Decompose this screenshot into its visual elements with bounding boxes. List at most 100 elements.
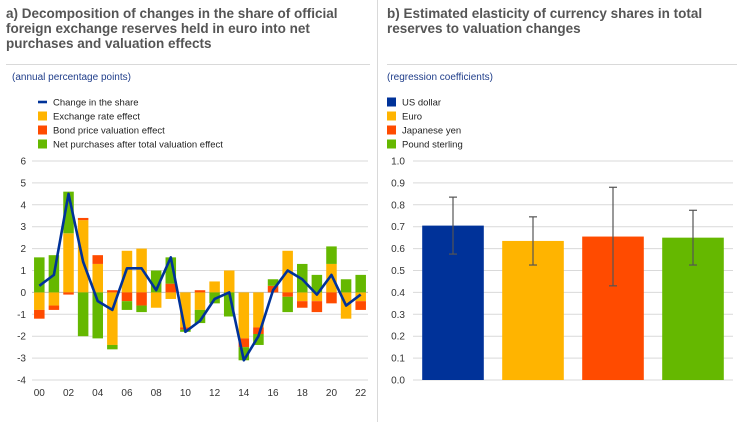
chart-a-title: a) Decomposition of changes in the share…: [6, 6, 338, 51]
bar-segment: [311, 292, 323, 302]
y-tick-label: 0.7: [391, 222, 405, 233]
bar-segment: [253, 334, 264, 345]
bar-segment: [326, 263, 337, 293]
y-tick-label: 1: [20, 266, 26, 277]
bar-segment: [297, 301, 308, 308]
y-tick-label: 0: [20, 288, 26, 299]
bar-segment: [136, 305, 147, 313]
chart-b-title: b) Estimated elasticity of currency shar…: [387, 6, 703, 36]
legend-swatch: [387, 125, 396, 135]
bar-segment: [253, 292, 264, 328]
bar-segment: [77, 217, 89, 221]
x-tick-label: 04: [92, 388, 104, 399]
chart-b-title-rule: [387, 64, 737, 65]
bar-segment: [107, 292, 118, 345]
bar-segment: [253, 327, 264, 335]
bar-segment: [165, 283, 177, 293]
legend-label: Change in the share: [53, 98, 139, 109]
bar-segment: [194, 292, 206, 310]
bar-segment: [355, 292, 366, 302]
bar-segment: [92, 255, 103, 264]
bar-segment: [326, 246, 337, 264]
bar-segment: [180, 292, 191, 328]
legend-label: Net purchases after total valuation effe…: [53, 140, 223, 151]
bar-segment: [311, 274, 323, 293]
y-tick-label: 0.5: [391, 266, 405, 277]
bar-segment: [48, 305, 60, 310]
bar-segment: [48, 292, 60, 306]
y-tick-label: -1: [17, 310, 26, 321]
bar-segment: [355, 301, 366, 310]
y-tick-label: 3: [20, 222, 26, 233]
x-tick-label: 22: [355, 388, 367, 399]
legend-swatch: [387, 111, 396, 121]
chart-b: 0.0 0.1 0.2 0.3 0.4 0.5 0.6 0.7 0.8 0.9 1.0 US doll…: [387, 97, 733, 387]
bar-segment: [121, 301, 133, 310]
bar-segment: [267, 279, 279, 286]
legend-label: Pound sterling: [402, 140, 463, 151]
y-tick-label: 0.2: [391, 332, 405, 343]
x-tick-label: 12: [209, 388, 221, 399]
legend-swatch: [38, 111, 47, 121]
panel-divider: [377, 0, 378, 422]
bar-segment: [150, 292, 162, 308]
x-tick-label: 16: [267, 388, 279, 399]
bar-segment: [340, 279, 352, 293]
bar-segment: [165, 292, 177, 299]
y-tick-label: 0.9: [391, 178, 405, 189]
bar-segment: [238, 338, 250, 348]
chart-a-ylabel: (annual percentage points): [12, 72, 131, 83]
bar-segment: [92, 263, 103, 293]
bar-segment: [282, 296, 293, 313]
bar-segment: [194, 290, 206, 293]
y-tick-label: 0.3: [391, 310, 405, 321]
bar-segment: [238, 292, 250, 339]
bar-segment: [355, 274, 366, 293]
y-tick-label: 5: [20, 178, 26, 189]
x-tick-label: 08: [151, 388, 163, 399]
legend-label: Euro: [402, 112, 422, 123]
y-tick-label: 0.8: [391, 200, 405, 211]
bar-segment: [223, 292, 235, 317]
chart-b-ylabel: (regression coefficients): [387, 72, 493, 83]
y-tick-label: 6: [20, 157, 26, 168]
bar-segment: [136, 292, 147, 306]
bar-segment: [34, 257, 45, 293]
bar-segment: [121, 292, 133, 302]
y-tick-label: -3: [17, 354, 26, 365]
bar-segment: [63, 233, 74, 293]
bar-segment: [311, 301, 323, 313]
bar-segment: [63, 292, 74, 295]
y-tick-label: -2: [17, 332, 26, 343]
x-tick-label: 20: [326, 388, 338, 399]
chart-a-title-rule: [6, 64, 370, 65]
x-tick-label: 14: [238, 388, 250, 399]
x-tick-label: 18: [297, 388, 309, 399]
y-tick-label: 0.0: [391, 376, 405, 387]
legend-swatch: [387, 139, 396, 149]
y-tick-label: 4: [20, 200, 26, 211]
bar-segment: [326, 292, 337, 304]
series-line-change-in-share: [38, 192, 362, 362]
y-tick-label: 0.4: [391, 288, 405, 299]
bar-segment: [238, 347, 250, 361]
bar-segment: [34, 292, 45, 310]
legend-label: Bond price valuation effect: [53, 126, 165, 137]
bar-segment: [150, 270, 162, 293]
y-tick-label: 0.1: [391, 354, 405, 365]
bar-segment: [92, 292, 103, 339]
bar-segment: [165, 257, 177, 284]
bar-segment: [63, 191, 74, 234]
bar-segment: [282, 292, 293, 297]
y-tick-label: 2: [20, 244, 26, 255]
x-tick-label: 00: [34, 388, 46, 399]
bar-segment: [209, 281, 220, 293]
bar-segment: [297, 292, 308, 302]
bar-segment: [77, 292, 89, 337]
legend-swatch: [38, 125, 47, 135]
y-tick-label: 0.6: [391, 244, 405, 255]
legend-swatch: [387, 97, 396, 107]
bar-segment: [34, 309, 45, 319]
y-tick-label: 1.0: [391, 157, 405, 168]
